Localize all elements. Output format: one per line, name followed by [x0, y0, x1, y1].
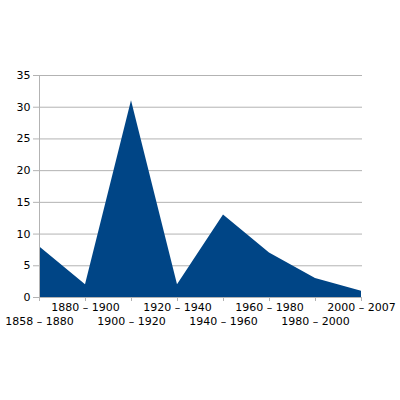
svg-text:35: 35	[17, 69, 31, 82]
svg-text:20: 20	[17, 164, 31, 177]
svg-text:1960 – 1980: 1960 – 1980	[235, 301, 303, 314]
svg-text:1880 – 1900: 1880 – 1900	[51, 301, 119, 314]
svg-text:25: 25	[17, 132, 31, 145]
svg-text:5: 5	[24, 259, 31, 272]
svg-text:2000 – 2007: 2000 – 2007	[327, 301, 395, 314]
svg-text:1920 – 1940: 1920 – 1940	[143, 301, 211, 314]
svg-text:0: 0	[24, 291, 31, 304]
svg-text:15: 15	[17, 196, 31, 209]
svg-text:1940 – 1960: 1940 – 1960	[189, 315, 257, 328]
svg-text:1900 – 1920: 1900 – 1920	[97, 315, 165, 328]
svg-text:30: 30	[17, 101, 31, 114]
svg-text:1858 – 1880: 1858 – 1880	[5, 315, 73, 328]
svg-text:1980 – 2000: 1980 – 2000	[281, 315, 349, 328]
svg-text:10: 10	[17, 228, 31, 241]
